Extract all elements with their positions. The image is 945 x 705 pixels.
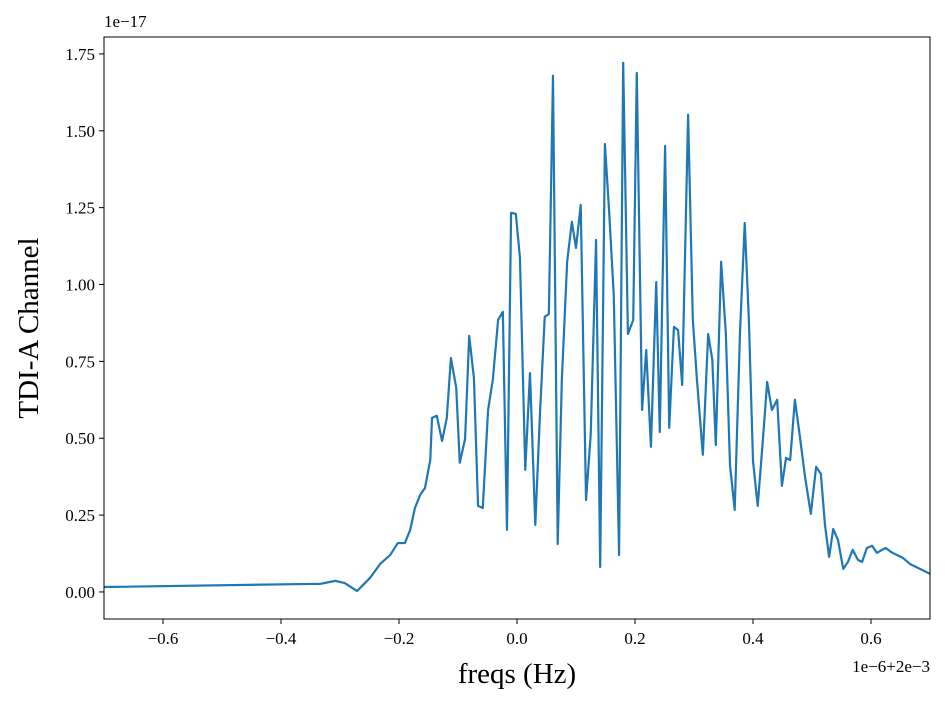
plot-frame xyxy=(103,36,931,620)
x-axis-label: freqs (Hz) xyxy=(458,658,576,690)
x-tick-label: 0.6 xyxy=(860,629,881,648)
x-tick-label: 0.4 xyxy=(742,629,764,648)
x-tick-label: −0.4 xyxy=(266,629,297,648)
x-offset-label: 1e−6+2e−3 xyxy=(852,657,930,676)
y-tick-label: 0.75 xyxy=(65,352,95,371)
data-line xyxy=(104,61,930,593)
x-tick-label: 0.0 xyxy=(506,629,527,648)
y-offset-label: 1e−17 xyxy=(104,12,147,31)
y-tick-label: 1.50 xyxy=(65,122,95,141)
y-tick-label: 1.25 xyxy=(65,199,95,218)
y-tick-label: 0.00 xyxy=(65,583,95,602)
y-axis-label: TDI-A Channel xyxy=(13,237,45,418)
y-tick-label: 0.25 xyxy=(65,506,95,525)
y-tick-label: 0.50 xyxy=(65,429,95,448)
x-tick-label: −0.6 xyxy=(148,629,179,648)
y-tick-label: 1.00 xyxy=(65,275,95,294)
x-tick-label: −0.2 xyxy=(384,629,415,648)
x-tick-label: 0.2 xyxy=(624,629,645,648)
y-tick-label: 1.75 xyxy=(65,45,95,64)
